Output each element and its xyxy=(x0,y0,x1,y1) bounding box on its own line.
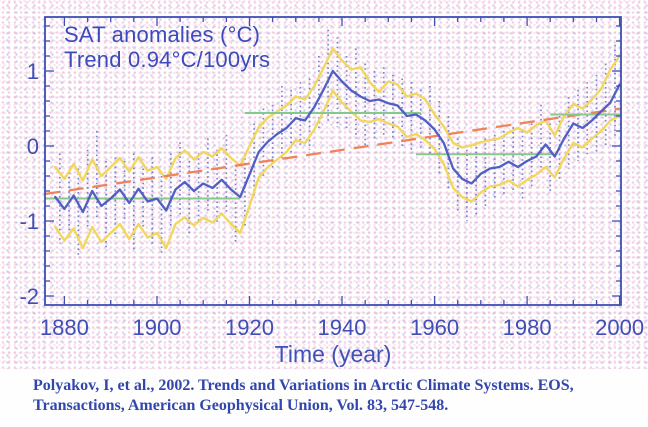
x-tick-label: 1880 xyxy=(40,315,89,340)
x-tick-label: 1940 xyxy=(318,315,367,340)
chart-area: 1880 1900 1920 1940 1960 1980 2000 -2 -1 0 1 SAT a… xyxy=(19,16,644,367)
y-tick-label: -2 xyxy=(19,284,39,309)
sat-anomaly-chart: 1880 1900 1920 1940 1960 1980 2000 -2 -1 0 1 xyxy=(19,16,644,340)
axis-tick-labels: 1880 1900 1920 1940 1960 1980 2000 -2 -1 0 1 xyxy=(19,59,644,340)
y-tick-label: -1 xyxy=(19,209,39,234)
axis-ticks xyxy=(45,17,621,305)
citation: Polyakov, I, et al., 2002. Trends and Va… xyxy=(33,376,574,416)
x-tick-label: 1920 xyxy=(225,315,274,340)
step-mean-segments xyxy=(45,112,621,200)
citation-line1: Polyakov, I, et al., 2002. Trends and Va… xyxy=(33,377,574,394)
x-tick-label: 1960 xyxy=(410,315,459,340)
envelope-lines xyxy=(54,47,621,250)
chart-title: SAT anomalies (°C) Trend 0.94°C/100yrs xyxy=(64,22,270,72)
x-tick-label: 1980 xyxy=(503,315,552,340)
lower-envelope-line xyxy=(54,89,621,250)
citation-band: Polyakov, I, et al., 2002. Trends and Va… xyxy=(0,369,648,427)
running-mean-line xyxy=(54,69,621,214)
trend-line xyxy=(44,107,622,196)
upper-envelope-line xyxy=(54,47,621,182)
x-axis-title: Time (year) xyxy=(274,341,392,367)
y-tick-label: 0 xyxy=(27,134,39,159)
x-tick-label: 1900 xyxy=(133,315,182,340)
chart-title-line2: Trend 0.94°C/100yrs xyxy=(64,47,271,72)
x-tick-label: 2000 xyxy=(595,315,644,340)
chart-title-line1: SAT anomalies (°C) xyxy=(64,22,261,47)
y-tick-label: 1 xyxy=(27,59,39,84)
citation-line2: Transactions, American Geophysical Union… xyxy=(33,397,449,414)
